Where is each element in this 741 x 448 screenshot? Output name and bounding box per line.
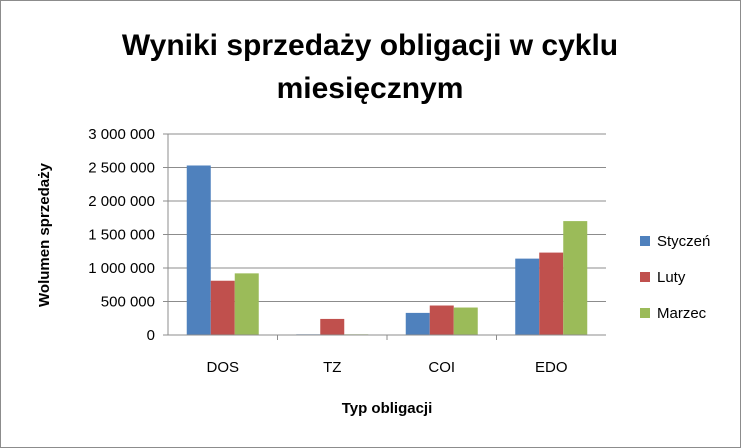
x-tick-label: DOS bbox=[206, 359, 239, 376]
bar-dos-2 bbox=[210, 280, 235, 335]
x-tick-label: COI bbox=[428, 359, 455, 376]
y-tick-label: 3 000 000 bbox=[88, 126, 155, 143]
bar-dos-3 bbox=[234, 273, 259, 335]
y-tick-label: 500 000 bbox=[101, 294, 155, 311]
x-tick-label: TZ bbox=[323, 359, 341, 376]
bars bbox=[186, 165, 588, 336]
y-tick-label: 1 500 000 bbox=[88, 227, 155, 244]
x-tick-label: EDO bbox=[535, 359, 568, 376]
bar-coi-3 bbox=[453, 307, 478, 335]
bar-edo-3 bbox=[563, 221, 588, 335]
y-tick-label: 1 000 000 bbox=[88, 260, 155, 277]
chart-title-line-1: Wyniki sprzedaży obligacji w cyklu bbox=[122, 29, 618, 62]
bar-coi-2 bbox=[429, 305, 454, 335]
legend-swatch bbox=[640, 308, 650, 318]
x-axis-title: Typ obligacji bbox=[342, 400, 433, 417]
x-tick-labels: DOS TZ COI EDO bbox=[206, 359, 567, 376]
y-axis-title: Wolumen sprzedaży bbox=[36, 162, 53, 307]
chart-title-line-2: miesięcznym bbox=[277, 72, 464, 105]
legend-label: Styczeń bbox=[657, 233, 710, 250]
y-tick-labels: 0 500 000 1 000 000 1 500 000 2 000 000 2 500… bbox=[88, 126, 155, 344]
y-tick-label: 0 bbox=[147, 327, 155, 344]
legend-swatch bbox=[640, 236, 650, 246]
legend-label: Marzec bbox=[657, 305, 707, 322]
y-tick-label: 2 500 000 bbox=[88, 160, 155, 177]
legend-swatch bbox=[640, 272, 650, 282]
axes bbox=[167, 134, 606, 336]
bar-dos-1 bbox=[186, 165, 211, 335]
bar-coi-1 bbox=[405, 312, 430, 335]
bar-edo-1 bbox=[515, 258, 540, 335]
bar-edo-2 bbox=[539, 252, 564, 335]
legend: Styczeń Luty Marzec bbox=[640, 233, 710, 322]
legend-label: Luty bbox=[657, 269, 686, 286]
bar-tz-2 bbox=[320, 318, 345, 335]
y-tick-label: 2 000 000 bbox=[88, 193, 155, 210]
